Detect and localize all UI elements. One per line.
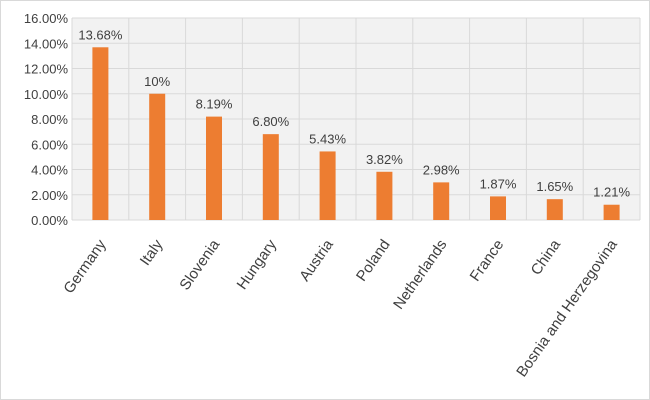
category-label: Bosnia and Herzegovina — [513, 236, 621, 380]
y-axis-tick-labels: 0.00% 2.00% 4.00% 6.00% 8.00% 10.00% 12.00% 14.… — [24, 11, 69, 228]
bar — [206, 116, 222, 220]
y-tick-label: 2.00% — [31, 188, 68, 203]
data-label: 13.68% — [78, 27, 123, 42]
x-axis-category-labels: Germany Italy Slovenia Hungary Austria Poland… — [60, 236, 621, 380]
category-label: Slovenia — [176, 236, 223, 293]
bar — [546, 199, 563, 220]
y-tick-label: 14.00% — [24, 36, 69, 51]
category-label: Germany — [60, 236, 110, 297]
category-label: Hungary — [234, 236, 281, 293]
category-label: Netherlands — [390, 237, 450, 313]
data-label: 1.87% — [480, 176, 517, 191]
bar — [376, 171, 393, 220]
data-label: 1.65% — [536, 179, 573, 194]
bar — [433, 182, 450, 220]
category-label: China — [528, 236, 565, 278]
category-label: Poland — [353, 237, 394, 285]
y-tick-label: 4.00% — [31, 163, 68, 178]
y-tick-label: 12.00% — [24, 62, 69, 77]
bar — [92, 47, 109, 220]
data-label: 10% — [144, 74, 170, 89]
y-tick-label: 0.00% — [31, 213, 68, 228]
data-labels: 13.68% 10% 8.19% 6.80% 5.43% 3.82% 2.98% 1.87% 1… — [78, 27, 630, 199]
data-label: 2.98% — [423, 162, 460, 177]
data-label: 1.21% — [593, 185, 630, 200]
bar — [490, 196, 506, 220]
bar — [262, 134, 279, 220]
bar — [603, 204, 620, 220]
bars — [92, 47, 620, 220]
category-label: France — [467, 237, 508, 285]
y-tick-label: 6.00% — [31, 137, 68, 152]
gridlines — [71, 17, 641, 221]
y-tick-label: 8.00% — [31, 112, 68, 127]
data-label: 8.19% — [196, 97, 233, 112]
y-tick-label: 16.00% — [24, 11, 69, 26]
y-tick-label: 10.00% — [24, 87, 69, 102]
category-label: Austria — [296, 236, 337, 285]
category-label: Italy — [137, 236, 167, 269]
data-label: 3.82% — [366, 152, 403, 167]
data-label: 5.43% — [309, 131, 346, 146]
bar — [319, 151, 336, 220]
bar — [149, 93, 166, 220]
data-label: 6.80% — [252, 114, 289, 129]
